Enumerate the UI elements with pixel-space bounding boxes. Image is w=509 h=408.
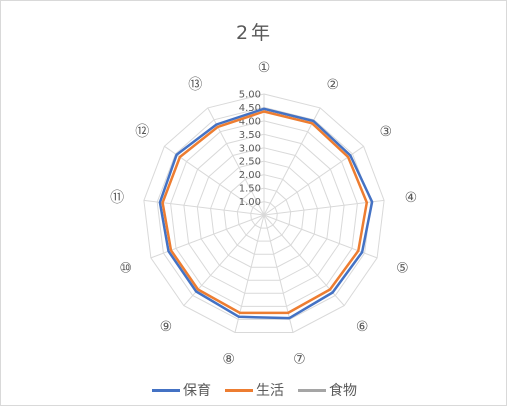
series-line — [161, 110, 369, 315]
category-label: ⑩ — [119, 261, 132, 277]
legend-label: 生活 — [256, 383, 284, 399]
legend-label: 食物 — [329, 383, 357, 399]
category-labels: ① ② ③ ④ ⑤ ⑥ ⑦ ⑧ ⑨ ⑩ ⑪ ⑫ ⑬ — [110, 60, 417, 368]
series-layer — [158, 107, 374, 320]
grid-ring — [183, 133, 345, 294]
category-label: ⑥ — [356, 319, 369, 335]
grid-spoke — [263, 145, 364, 216]
grid-ring — [170, 120, 358, 307]
legend-item: 食物 — [298, 380, 357, 400]
grid-spoke — [263, 199, 385, 216]
category-label: ④ — [405, 190, 418, 206]
radial-tick-label: 3.00 — [239, 143, 261, 154]
category-label: ⑧ — [222, 352, 235, 368]
category-label: ⑪ — [110, 190, 124, 206]
legend: 保育 生活 食物 — [0, 380, 509, 400]
grid-ring — [143, 93, 385, 333]
grid-ring — [156, 106, 372, 320]
radial-tick-label: 2.00 — [239, 170, 261, 181]
category-label: ⑫ — [135, 124, 149, 140]
radial-tick-label: 1.50 — [239, 184, 261, 195]
category-label: ⑨ — [160, 319, 173, 335]
grid-spoke — [263, 214, 345, 306]
grid-spoke — [207, 107, 265, 216]
legend-swatch — [152, 388, 180, 392]
radial-tick-label: 5.00 — [239, 90, 261, 101]
grid-spoke — [183, 214, 265, 306]
category-label: ③ — [380, 124, 393, 140]
radial-tick-label: 4.50 — [239, 103, 261, 114]
category-label: ⑬ — [188, 77, 202, 93]
category-label: ① — [258, 60, 271, 76]
grid-spoke — [234, 214, 265, 333]
radial-tick-label: 4.00 — [239, 116, 261, 127]
category-label: ⑤ — [396, 261, 409, 277]
grid-ring — [250, 201, 278, 229]
legend-item: 生活 — [225, 380, 284, 400]
grid-spoke — [263, 214, 294, 333]
grid-spoke — [143, 199, 265, 216]
legend-swatch — [225, 388, 253, 392]
radial-tick-labels: 1.00 1.50 2.00 2.50 3.00 3.50 4.00 4.50 5.00 — [239, 90, 261, 209]
category-label: ⑦ — [293, 352, 306, 368]
grid-spoke — [263, 107, 321, 216]
grid-ring — [210, 160, 318, 268]
grid-spoke — [150, 214, 265, 259]
grid-ring — [196, 147, 332, 281]
category-label: ② — [327, 77, 340, 93]
series-line — [158, 107, 374, 320]
radial-tick-label: 1.00 — [239, 197, 261, 208]
grid-ring — [223, 174, 305, 255]
grid-spoke — [164, 145, 265, 216]
legend-item: 保育 — [152, 380, 211, 400]
radar-grid — [143, 93, 385, 333]
grid-ring — [236, 187, 292, 242]
radial-tick-label: 3.50 — [239, 130, 261, 141]
radial-tick-label: 2.50 — [239, 157, 261, 168]
chart-title: 2年 — [235, 22, 274, 44]
legend-swatch — [298, 388, 326, 392]
legend-label: 保育 — [183, 383, 211, 399]
